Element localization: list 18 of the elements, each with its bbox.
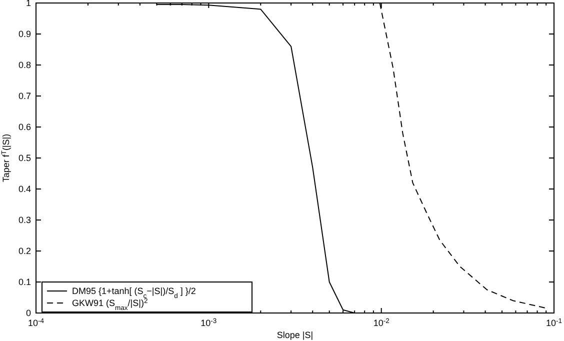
x-tick-label: 10$^{-2}$	[373, 318, 390, 328]
y-tick-label: 0.2	[18, 246, 31, 256]
y-tick-label: 0.1	[18, 277, 31, 287]
x-tick-label: 10$^{-3}$	[200, 318, 217, 328]
y-tick-label: 0.5	[18, 153, 31, 163]
y-tick-label: 0.7	[18, 91, 31, 101]
y-tick-label: 0.9	[18, 29, 31, 39]
y-tick-label: 0.8	[18, 60, 31, 70]
x-tick-label: 10$^{-4}$	[28, 318, 44, 328]
y-tick-label: 0.6	[18, 122, 31, 132]
x-axis-title: Slope |S|	[276, 330, 314, 340]
y-tick-label: 1	[26, 0, 31, 8]
y-tick-label: 0	[26, 308, 31, 318]
y-tick-label: 0.4	[18, 184, 31, 194]
y-tick-label: 0.3	[18, 215, 31, 225]
x-tick-label: 10$^{-1}$	[546, 318, 562, 328]
legend-label: GKW91 (S$_{max}$/|S|)$^{2}$	[72, 298, 148, 312]
legend-label: DM95 {1+tanh[ (S$_{c}$−|S|)/S$_{d}$ ] }/2	[72, 286, 196, 300]
